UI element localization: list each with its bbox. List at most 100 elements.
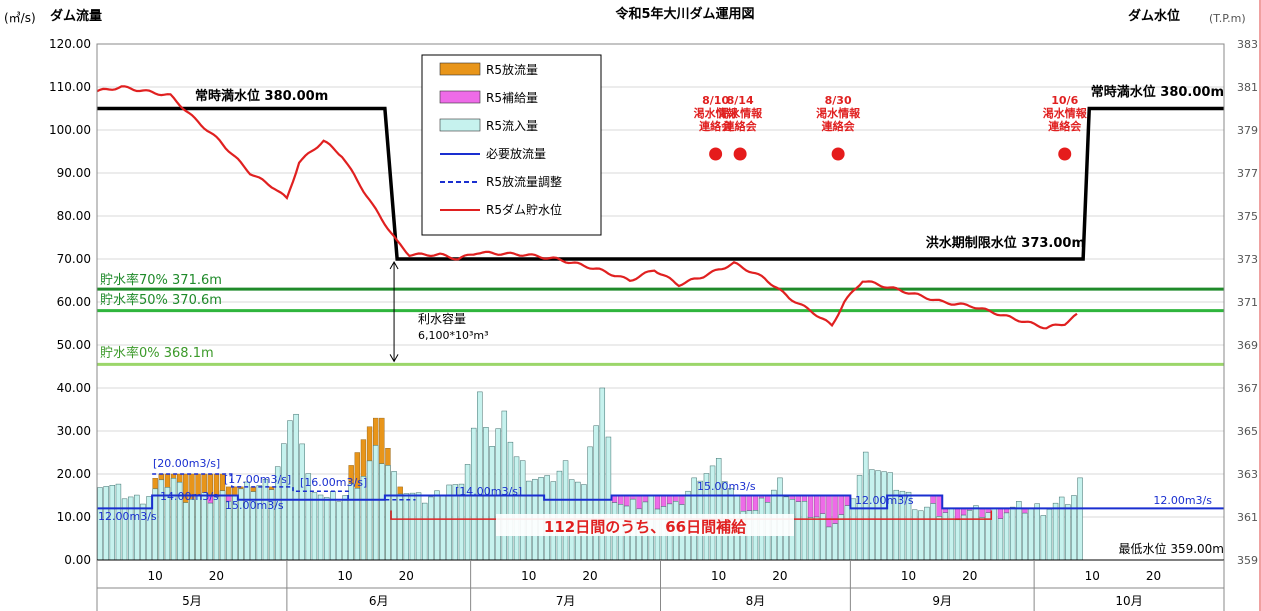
y-tick-label: 110.00: [49, 80, 91, 94]
flood-limit-label: 洪水期制限水位 373.00m: [926, 235, 1085, 251]
event-label: 8/10: [702, 94, 729, 107]
supply-bar: [814, 495, 820, 518]
inflow-bar: [715, 458, 722, 561]
inflow-bar: [844, 505, 851, 561]
rate0-label: 貯水率0% 368.1m: [100, 345, 214, 361]
release-label: 12.00m3/s: [98, 510, 157, 523]
supply-bar: [667, 495, 673, 505]
left-axis-title: ダム流量: [50, 8, 102, 24]
inflow-bar: [1016, 501, 1022, 561]
event-label: 渇水情報: [718, 106, 763, 120]
inflow-bar: [807, 517, 814, 561]
inflow-bar: [379, 463, 385, 561]
inflow-bar: [924, 506, 930, 561]
inflow-bar: [293, 413, 299, 561]
inflow-bar: [311, 492, 318, 561]
inflow-bar: [856, 475, 863, 561]
inflow-bar: [973, 505, 979, 561]
y2-tick-label: 377: [1237, 167, 1258, 180]
inflow-bar: [1077, 477, 1083, 561]
legend-swatch: [439, 118, 481, 132]
supply-bar: [930, 495, 936, 504]
inflow-bar: [991, 507, 998, 561]
inflow-bar: [421, 502, 428, 561]
month-label: 5月: [182, 594, 202, 608]
supply-bar: [954, 508, 961, 520]
inflow-bar: [507, 441, 514, 561]
min-level-label: 最低水位 359.00m: [1119, 541, 1225, 556]
inflow-bar: [936, 516, 942, 561]
event-label: 連絡会: [699, 119, 733, 133]
day-tick-label: 10: [521, 569, 536, 583]
y2-tick-label: 379: [1237, 124, 1258, 137]
event-label: 連絡会: [1048, 119, 1082, 133]
inflow-bar: [562, 460, 569, 561]
release-label: [16.00m3/s]: [300, 476, 367, 489]
inflow-bar: [489, 446, 495, 561]
day-tick-label: 20: [582, 569, 597, 583]
y-tick-label: 50.00: [57, 338, 91, 352]
inflow-bar: [887, 472, 893, 561]
day-tick-label: 20: [209, 569, 224, 583]
y-tick-label: 100.00: [49, 123, 91, 137]
rule-curve-line: [97, 106, 1224, 261]
y2-tick-label: 365: [1237, 425, 1258, 438]
release-label: 12.00m3/s: [855, 494, 914, 507]
supply-bar: [740, 495, 746, 512]
inflow-bar: [1058, 496, 1065, 561]
inflow-bar: [189, 499, 195, 561]
right-axis-title: ダム水位: [1128, 8, 1180, 24]
event-label: 渇水情報: [816, 106, 861, 120]
inflow-bar: [1046, 509, 1053, 561]
series-lines: [96, 85, 1224, 520]
inflow-bar: [183, 502, 189, 561]
inflow-bar: [1065, 504, 1071, 561]
month-label: 7月: [556, 594, 576, 608]
inflow-bar: [930, 503, 936, 561]
y2-tick-label: 359: [1237, 554, 1258, 567]
y2-tick-label: 371: [1237, 296, 1258, 309]
release-label: [20.00m3/s]: [153, 457, 220, 470]
inflow-bar: [1071, 495, 1077, 561]
rate50-label: 貯水率50% 370.6m: [100, 292, 222, 308]
required-release-line: [97, 494, 1224, 510]
inflow-bar: [813, 516, 820, 561]
legend-label: R5ダム貯水位: [486, 202, 562, 217]
inflow-bar: [820, 513, 826, 561]
inflow-bar: [464, 464, 471, 561]
event-label: 8/30: [825, 94, 852, 107]
supply-bar: [936, 495, 942, 517]
inflow-bar: [434, 490, 440, 561]
release-label: 12.00m3/s: [1153, 494, 1212, 507]
tick-labels: 0.00 10.00 20.00 30.00 40.00 50.00 60.00 70.00 8…: [49, 37, 1258, 608]
inflow-bar: [317, 494, 324, 561]
y-tick-label: 0.00: [64, 553, 91, 567]
event-label: 10/6: [1051, 94, 1078, 107]
supply-bar: [618, 495, 624, 505]
month-label: 6月: [369, 594, 389, 608]
right-axis-unit: (T.P.m): [1209, 12, 1246, 25]
legend-label: R5流入量: [486, 119, 538, 133]
inflow-bar: [960, 514, 967, 561]
event-dot: [733, 147, 747, 161]
y-tick-label: 80.00: [57, 209, 91, 223]
release-label: [14.00m3/s]: [455, 485, 522, 498]
inflow-bar: [911, 509, 918, 561]
day-tick-label: 20: [772, 569, 787, 583]
chart-title: 令和5年大川ダム運用図: [615, 6, 754, 22]
inflow-bar: [1022, 512, 1028, 561]
y-tick-label: 30.00: [57, 424, 91, 438]
inflow-bar: [918, 510, 924, 561]
event-dot: [709, 147, 723, 161]
event-dot: [831, 147, 845, 161]
day-tick-label: 20: [962, 569, 977, 583]
supply-bar: [820, 495, 826, 514]
event-label: 8/14: [727, 94, 754, 107]
inflow-bar: [342, 495, 348, 561]
month-label: 8月: [746, 594, 766, 608]
y2-tick-label: 361: [1237, 511, 1258, 524]
release-rate-labels: [20.00m3/s] [17.00m3/s] [16.00m3/s] [14.…: [98, 457, 1212, 523]
day-tick-label: 10: [901, 569, 916, 583]
legend-label: 必要放流量: [486, 146, 546, 161]
